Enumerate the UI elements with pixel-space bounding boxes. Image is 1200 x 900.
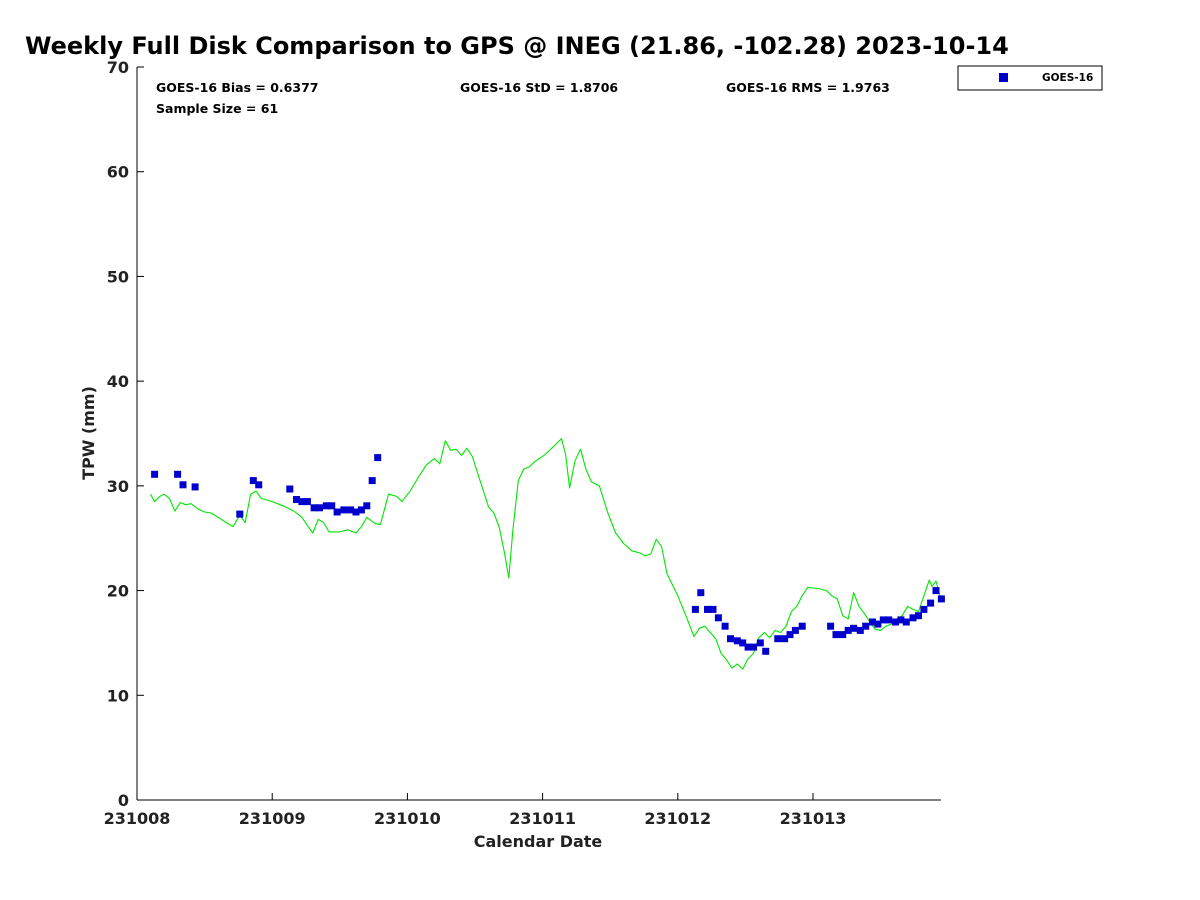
data-point bbox=[744, 643, 752, 651]
x-tick-label: 231009 bbox=[239, 809, 306, 828]
data-point bbox=[328, 502, 336, 510]
stat-rms: GOES-16 RMS = 1.9763 bbox=[726, 80, 890, 95]
data-point bbox=[885, 616, 893, 624]
y-tick-label: 60 bbox=[107, 163, 129, 182]
data-point bbox=[697, 589, 705, 597]
legend-box bbox=[957, 65, 1103, 91]
data-point bbox=[721, 622, 729, 630]
axes: 0 10 20 30 40 50 60 70 231008 231009 231010 231011 2… bbox=[104, 58, 941, 828]
legend-label: GOES-16 bbox=[1042, 72, 1093, 84]
data-point bbox=[827, 622, 835, 630]
y-axis-label: TPW (mm) bbox=[79, 386, 98, 480]
data-point bbox=[897, 616, 905, 624]
data-point bbox=[340, 506, 348, 514]
x-tick-label: 231010 bbox=[374, 809, 441, 828]
y-tick-label: 40 bbox=[107, 372, 129, 391]
data-point bbox=[781, 635, 789, 643]
x-tick-label: 231012 bbox=[644, 809, 711, 828]
data-point bbox=[374, 454, 382, 462]
data-point bbox=[756, 639, 764, 647]
legend-marker bbox=[999, 73, 1008, 82]
data-point bbox=[879, 616, 887, 624]
data-point bbox=[762, 647, 770, 655]
data-point bbox=[856, 626, 864, 634]
data-point bbox=[691, 605, 699, 613]
data-point bbox=[915, 612, 922, 620]
data-point bbox=[920, 605, 928, 613]
data-point bbox=[862, 622, 870, 630]
y-tick-label: 70 bbox=[107, 58, 129, 77]
y-tick-label: 30 bbox=[107, 477, 129, 496]
data-point bbox=[798, 622, 806, 630]
data-point bbox=[368, 477, 376, 485]
data-point bbox=[363, 502, 371, 510]
data-point bbox=[714, 614, 722, 622]
data-point bbox=[179, 481, 187, 489]
data-point bbox=[750, 643, 757, 651]
data-point bbox=[844, 626, 852, 634]
legend: GOES-16 bbox=[957, 65, 1103, 91]
x-tick-label: 231011 bbox=[509, 809, 576, 828]
data-point bbox=[236, 510, 244, 518]
line-layer bbox=[150, 438, 942, 670]
data-point bbox=[786, 631, 794, 639]
data-point bbox=[909, 614, 917, 622]
stat-sample-size: Sample Size = 61 bbox=[156, 101, 278, 116]
data-point bbox=[303, 498, 311, 506]
data-point bbox=[191, 483, 199, 491]
data-point bbox=[293, 496, 300, 503]
data-point bbox=[347, 506, 355, 514]
data-point bbox=[286, 485, 294, 493]
data-point bbox=[927, 599, 935, 607]
data-point bbox=[937, 595, 945, 603]
data-point bbox=[151, 470, 159, 478]
y-tick-label: 0 bbox=[118, 791, 129, 810]
data-point bbox=[352, 508, 360, 516]
x-axis-label: Calendar Date bbox=[474, 832, 603, 851]
y-tick-label: 20 bbox=[107, 582, 129, 601]
data-point bbox=[298, 498, 306, 506]
data-point bbox=[322, 502, 330, 510]
data-point bbox=[932, 587, 940, 595]
x-tick-label: 231008 bbox=[104, 809, 171, 828]
data-point bbox=[310, 504, 318, 512]
data-point bbox=[874, 620, 882, 628]
series-line-1 bbox=[150, 438, 942, 670]
data-point bbox=[869, 618, 876, 626]
data-point bbox=[892, 618, 899, 626]
data-point bbox=[174, 470, 182, 478]
stat-std: GOES-16 StD = 1.8706 bbox=[460, 80, 618, 95]
data-point bbox=[839, 631, 847, 639]
data-point bbox=[249, 477, 257, 485]
stat-bias: GOES-16 Bias = 0.6377 bbox=[156, 80, 318, 95]
y-tick-label: 50 bbox=[107, 267, 129, 286]
y-tick-label: 10 bbox=[107, 686, 129, 705]
data-point bbox=[333, 508, 341, 516]
data-point bbox=[709, 605, 717, 613]
data-point bbox=[850, 624, 858, 632]
chart-title: Weekly Full Disk Comparison to GPS @ INE… bbox=[25, 32, 1009, 60]
data-point bbox=[739, 639, 747, 647]
x-tick-label: 231013 bbox=[780, 809, 847, 828]
data-point bbox=[774, 635, 782, 643]
data-point bbox=[704, 605, 711, 613]
data-point bbox=[316, 504, 323, 512]
data-point bbox=[902, 618, 910, 626]
data-point bbox=[727, 635, 734, 643]
data-point bbox=[357, 506, 365, 514]
data-point bbox=[791, 626, 799, 634]
data-point bbox=[255, 481, 263, 489]
marker-layer bbox=[151, 454, 945, 655]
data-point bbox=[733, 637, 741, 645]
data-point bbox=[832, 631, 840, 639]
